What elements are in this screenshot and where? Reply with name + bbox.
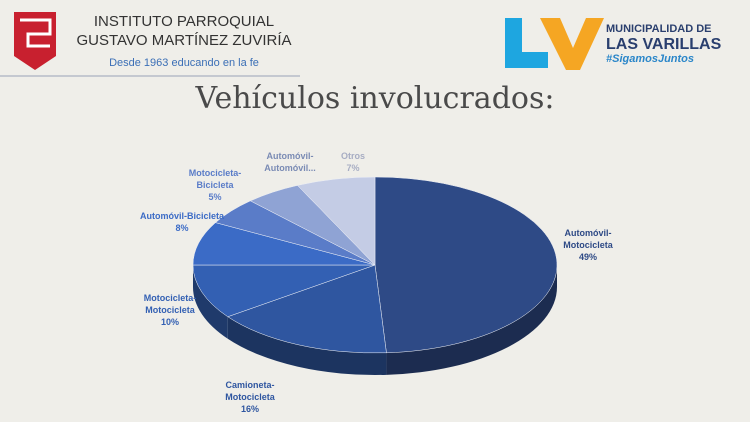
pie-slice (374, 176, 558, 354)
data-label: Automóvil-Bicicleta 8% (127, 210, 237, 234)
municipality-tag: #SigamosJuntos (606, 53, 695, 65)
category-label: Automóvil-Motocicleta (563, 228, 613, 250)
institute-logo (14, 12, 56, 70)
value-label: 7% (346, 163, 360, 173)
municipality-name: LAS VARILLAS (606, 36, 722, 53)
pie-slice (192, 264, 376, 318)
data-label: Motocicleta-Motocicleta 10% (132, 292, 208, 328)
data-label: Motocicleta-Bicicleta 5% (177, 167, 253, 203)
category-label: Motocicleta-Bicicleta (188, 168, 242, 190)
pie-slice (227, 264, 387, 354)
data-label: Automóvil-Automóvil... (252, 150, 328, 174)
category-label: Automóvil-Automóvil... (264, 151, 316, 173)
pie-slice-side (227, 316, 387, 375)
value-label: 16% (240, 404, 259, 414)
category-label: Automóvil-Bicicleta (139, 211, 224, 221)
category-label: Motocicleta-Motocicleta (143, 293, 197, 315)
institute-name: INSTITUTO PARROQUIAL (93, 13, 275, 30)
chart-title: Vehículos involucrados: (195, 81, 555, 116)
pie-slice (192, 222, 376, 266)
institute-motto: Desde 1963 educando en la fe (109, 57, 259, 69)
data-label: Automóvil-Motocicleta 49% (550, 227, 626, 263)
municipality-name: MUNICIPALIDAD DE (606, 23, 712, 35)
category-label: Camioneta-Motocicleta (225, 380, 275, 402)
data-label: Camioneta-Motocicleta 16% (212, 379, 288, 415)
pie-slice-side (386, 265, 557, 375)
data-label: Otros 7% (315, 150, 391, 174)
category-label: Otros (340, 151, 365, 161)
value-label: 5% (208, 192, 222, 202)
value-label: 10% (160, 317, 179, 327)
lv-logo-v (540, 18, 604, 70)
institute-logo-mark (20, 18, 52, 48)
pie-slice (297, 176, 376, 266)
institute-name: GUSTAVO MARTÍNEZ ZUVIRÍA (76, 32, 292, 49)
value-label: 49% (578, 252, 597, 262)
value-label: 8% (175, 223, 189, 233)
lv-logo-l (505, 18, 548, 68)
pie-slice-side (193, 265, 228, 339)
